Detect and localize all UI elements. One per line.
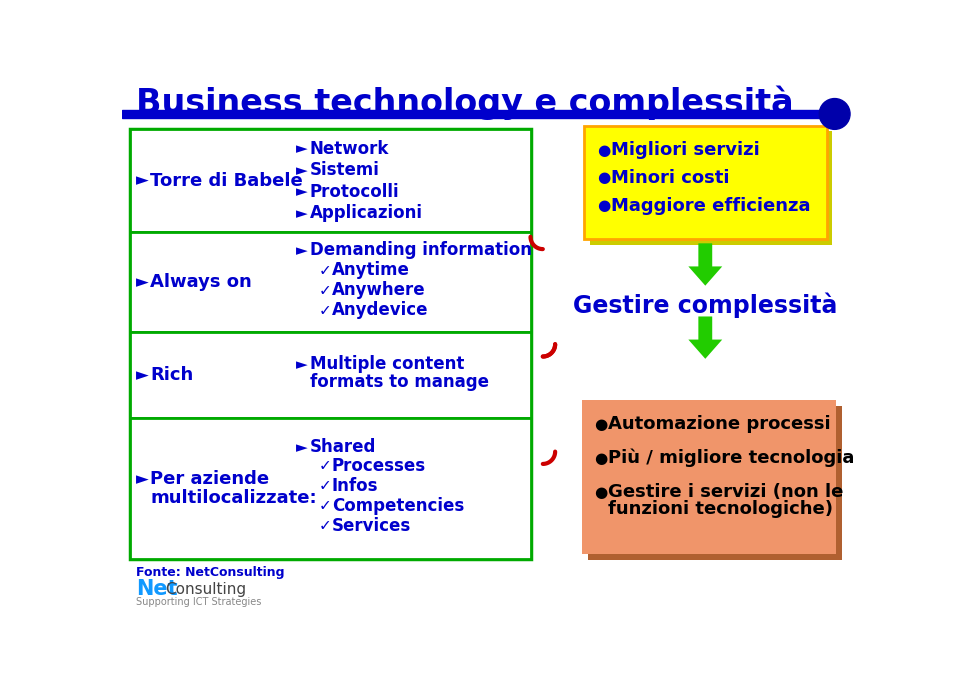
Text: Shared: Shared xyxy=(309,439,376,457)
Polygon shape xyxy=(688,243,722,286)
Text: Protocolli: Protocolli xyxy=(309,183,399,201)
Text: ●: ● xyxy=(597,198,610,213)
FancyBboxPatch shape xyxy=(131,130,531,559)
Text: ►: ► xyxy=(136,273,149,291)
Text: multilocalizzate:: multilocalizzate: xyxy=(150,489,317,507)
Text: Processes: Processes xyxy=(332,457,426,475)
Text: Multiple content: Multiple content xyxy=(309,356,464,374)
Text: ●: ● xyxy=(594,450,608,466)
Text: Infos: Infos xyxy=(332,477,378,495)
FancyBboxPatch shape xyxy=(582,400,836,554)
Bar xyxy=(123,110,823,118)
Text: Supporting ICT Strategies: Supporting ICT Strategies xyxy=(136,597,262,607)
Text: ►: ► xyxy=(296,440,307,455)
Text: Torre di Babele: Torre di Babele xyxy=(150,172,302,190)
Text: Net: Net xyxy=(136,579,178,599)
Text: Competencies: Competencies xyxy=(332,497,464,515)
Text: Business technology e complessità: Business technology e complessità xyxy=(136,85,794,120)
Text: Minori costi: Minori costi xyxy=(611,169,729,187)
Text: ►: ► xyxy=(136,471,149,489)
Text: ✓: ✓ xyxy=(319,498,331,514)
Text: Più / migliore tecnologia: Più / migliore tecnologia xyxy=(609,449,854,467)
Text: Rich: Rich xyxy=(150,366,193,384)
Text: Gestire i servizi (non le: Gestire i servizi (non le xyxy=(609,483,844,501)
Text: Network: Network xyxy=(309,139,389,157)
Text: Sistemi: Sistemi xyxy=(309,161,379,179)
Text: ►: ► xyxy=(136,172,149,190)
Text: ►: ► xyxy=(136,366,149,384)
FancyBboxPatch shape xyxy=(131,231,531,332)
FancyBboxPatch shape xyxy=(588,406,842,560)
Text: ●: ● xyxy=(594,416,608,432)
Text: ●: ● xyxy=(594,484,608,500)
Text: ►: ► xyxy=(296,206,307,221)
Text: Fonte: NetConsulting: Fonte: NetConsulting xyxy=(136,566,285,579)
Text: Consulting: Consulting xyxy=(165,581,246,597)
Polygon shape xyxy=(688,317,722,359)
Circle shape xyxy=(819,98,850,130)
Text: Migliori servizi: Migliori servizi xyxy=(611,141,759,159)
Text: ✓: ✓ xyxy=(319,518,331,534)
Text: Always on: Always on xyxy=(150,273,252,291)
Text: Anywhere: Anywhere xyxy=(332,281,425,299)
FancyBboxPatch shape xyxy=(131,418,531,559)
Text: Gestire complessità: Gestire complessità xyxy=(573,292,837,317)
Text: funzioni tecnologiche): funzioni tecnologiche) xyxy=(609,500,833,518)
Text: ►: ► xyxy=(296,357,307,371)
Text: Anydevice: Anydevice xyxy=(332,301,428,319)
Text: ✓: ✓ xyxy=(319,458,331,473)
Text: Demanding information: Demanding information xyxy=(309,241,532,259)
Text: ►: ► xyxy=(296,243,307,258)
Text: Maggiore efficienza: Maggiore efficienza xyxy=(611,197,810,215)
FancyBboxPatch shape xyxy=(589,131,832,245)
FancyBboxPatch shape xyxy=(131,332,531,418)
Text: Services: Services xyxy=(332,517,411,535)
Text: ✓: ✓ xyxy=(319,283,331,298)
Text: Per aziende: Per aziende xyxy=(150,471,269,489)
Text: Anytime: Anytime xyxy=(332,261,410,279)
Text: Automazione processi: Automazione processi xyxy=(609,415,831,433)
Text: formats to manage: formats to manage xyxy=(309,373,489,391)
FancyBboxPatch shape xyxy=(585,125,827,240)
FancyBboxPatch shape xyxy=(131,130,531,231)
Text: ●: ● xyxy=(597,170,610,185)
Text: ✓: ✓ xyxy=(319,478,331,493)
Text: ✓: ✓ xyxy=(319,263,331,278)
Text: ●: ● xyxy=(597,143,610,157)
Text: ►: ► xyxy=(296,163,307,177)
Text: ►: ► xyxy=(296,184,307,199)
Text: Applicazioni: Applicazioni xyxy=(309,204,422,222)
Text: ✓: ✓ xyxy=(319,303,331,318)
Text: ►: ► xyxy=(296,141,307,156)
